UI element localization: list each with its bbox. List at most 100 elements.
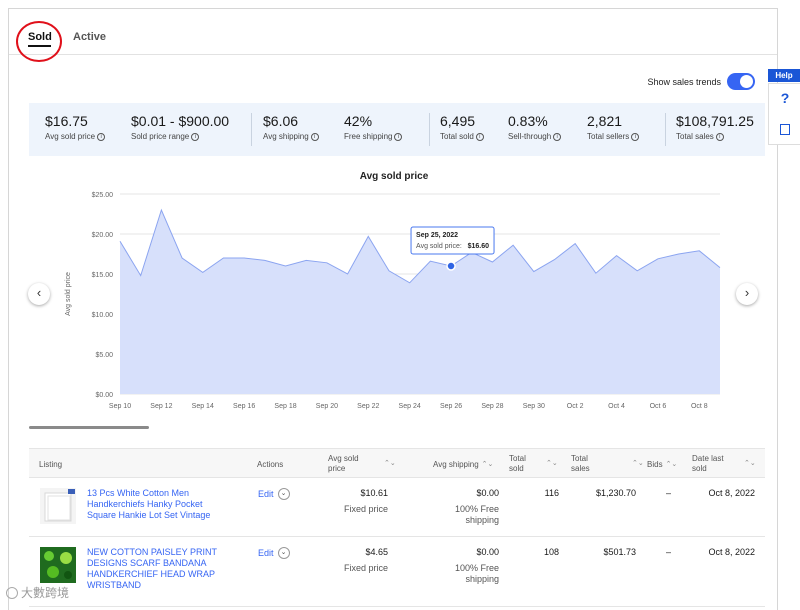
total-sales-cell: $501.73 <box>603 547 636 557</box>
y-tick-label: $20.00 <box>92 232 114 239</box>
avg-shipping-cell: $0.00 100% Free shipping <box>429 547 499 585</box>
price-area <box>120 210 720 394</box>
header-text: sold <box>692 464 707 473</box>
total-sold-cell: 116 <box>544 488 559 498</box>
info-icon[interactable]: i <box>715 132 724 141</box>
x-tick-label: Sep 20 <box>316 403 338 410</box>
paisley-pattern <box>64 571 72 579</box>
table-row: NEW COTTON PAISLEY PRINT DESIGNS SCARF B… <box>29 537 765 607</box>
metric-label-row: Total sales i <box>676 132 754 141</box>
y-tick-label: $15.00 <box>92 272 114 279</box>
date-last-sold-cell: Oct 8, 2022 <box>708 547 755 557</box>
chevron-right-icon: › <box>744 285 750 300</box>
x-tick-label: Sep 22 <box>357 403 379 410</box>
x-tick-label: Sep 28 <box>481 403 503 410</box>
tooltip-label: Avg sold price: <box>416 243 462 250</box>
listing-title-link[interactable]: NEW COTTON PAISLEY PRINT DESIGNS SCARF B… <box>87 547 217 590</box>
avg-sold-price-cell: $10.61 Fixed price <box>329 488 388 515</box>
info-icon[interactable]: i <box>553 132 562 141</box>
help-tab[interactable]: Help <box>768 69 800 82</box>
metric-label-row: Sell-through i <box>508 132 562 141</box>
header-bids[interactable]: Bids ⌃⌄ <box>647 460 677 470</box>
metric-value: 2,821 <box>587 113 623 129</box>
metric-label: Total sales <box>676 132 714 141</box>
listing-title-link[interactable]: 13 Pcs White Cotton Men Handkerchiefs Ha… <box>87 488 211 520</box>
cell-value: $0.00 <box>476 547 499 557</box>
x-tick-label: Oct 6 <box>650 403 667 410</box>
y-tick-label: $5.00 <box>95 352 113 359</box>
tab-active-label: Active <box>73 31 107 43</box>
metric-divider <box>251 113 252 146</box>
price-type: Fixed price <box>343 504 388 514</box>
bandana-image <box>40 547 76 583</box>
handkerchief-stack <box>47 495 71 521</box>
metric-total-sold: 6,495 Total sold i <box>440 113 484 141</box>
header-avg-sold-price[interactable]: Avg sold price <box>328 454 359 474</box>
x-tick-label: Sep 14 <box>192 403 214 410</box>
tab-active[interactable]: Active <box>73 31 106 43</box>
metric-free-shipping: 42% Free shipping i <box>344 113 403 141</box>
chart-next-button[interactable]: › <box>736 283 758 305</box>
sort-icon[interactable]: ⌃⌄ <box>546 460 558 467</box>
tooltip-date: Sep 25, 2022 <box>416 232 458 239</box>
info-icon[interactable]: i <box>310 132 319 141</box>
question-icon[interactable]: ? <box>780 90 790 106</box>
info-icon[interactable]: i <box>475 132 484 141</box>
chart-scrollbar[interactable] <box>29 426 149 429</box>
tab-bar: Sold Active <box>9 9 777 62</box>
metric-label: Total sellers <box>587 132 630 141</box>
metric-label-row: Avg sold price i <box>45 132 106 141</box>
metric-value: 42% <box>344 113 373 129</box>
info-icon[interactable]: i <box>191 132 200 141</box>
info-icon[interactable]: i <box>394 132 403 141</box>
edit-action[interactable]: Edit ⌄ <box>258 488 290 500</box>
bids-cell: – <box>665 547 671 557</box>
highlight-circle <box>16 21 62 62</box>
chart-prev-button[interactable]: ‹ <box>28 283 50 305</box>
edit-action[interactable]: Edit ⌄ <box>258 547 290 559</box>
header-date-last-sold[interactable]: Date last sold <box>692 454 724 474</box>
sort-icon[interactable]: ⌃⌄ <box>632 460 644 467</box>
info-icon[interactable]: i <box>631 132 640 141</box>
cell-value: $4.65 <box>365 547 388 557</box>
sort-icon: ⌃⌄ <box>665 461 678 468</box>
sales-trends-toggle[interactable] <box>727 73 755 90</box>
metric-value: $6.06 <box>263 113 299 129</box>
header-text: Bids <box>647 460 663 470</box>
metric-value: $16.75 <box>45 113 88 129</box>
listing-thumbnail[interactable] <box>40 488 76 524</box>
header-total-sales[interactable]: Total sales <box>571 454 590 474</box>
handkerchief-image <box>40 488 76 524</box>
header-text: Avg sold <box>328 454 359 463</box>
shipping-note: 100% Free shipping <box>454 563 499 584</box>
x-tick-label: Sep 24 <box>399 403 421 410</box>
metric-divider <box>665 113 666 146</box>
sort-icon[interactable]: ⌃⌄ <box>384 460 396 467</box>
metric-total-sales: $108,791.25 Total sales i <box>676 113 754 141</box>
chevron-down-icon[interactable]: ⌄ <box>277 547 290 559</box>
chevron-down-icon[interactable]: ⌄ <box>277 488 290 500</box>
header-listing: Listing <box>39 460 63 469</box>
header-total-sold[interactable]: Total sold <box>509 454 526 474</box>
research-panel: Sold Active Show sales trends $16.75 Avg… <box>8 8 778 610</box>
info-icon[interactable]: i <box>97 132 106 141</box>
listing-thumbnail[interactable] <box>40 547 76 583</box>
metric-label-row: Sold price range i <box>131 132 229 141</box>
metric-label: Avg shipping <box>263 132 309 141</box>
header-text: sold <box>509 464 524 473</box>
x-tick-label: Sep 16 <box>233 403 255 410</box>
metric-label-row: Total sold i <box>440 132 484 141</box>
avg-sold-price-cell: $4.65 Fixed price <box>329 547 388 574</box>
y-axis-label: Avg sold price <box>65 272 72 316</box>
table-row: 13 Pcs White Cotton Men Handkerchiefs Ha… <box>29 478 765 537</box>
feedback-edit-icon[interactable] <box>780 124 790 135</box>
header-text: Date last <box>692 454 724 463</box>
metric-label-row: Free shipping i <box>344 132 403 141</box>
metric-avg-shipping: $6.06 Avg shipping i <box>263 113 319 141</box>
sort-icon[interactable]: ⌃⌄ <box>744 460 756 467</box>
x-tick-label: Sep 10 <box>109 403 131 410</box>
header-avg-shipping[interactable]: Avg shipping ⌃⌄ <box>433 460 493 470</box>
metric-label-row: Total sellers i <box>587 132 640 141</box>
header-text: Total <box>509 454 526 463</box>
watermark-logo-icon <box>6 586 18 599</box>
